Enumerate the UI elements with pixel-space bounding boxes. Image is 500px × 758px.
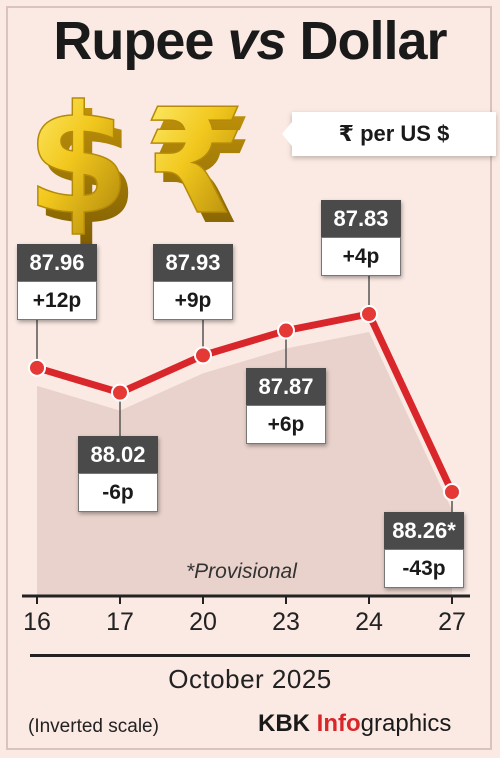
source-credit: KBK Infographics (258, 710, 451, 738)
data-label-change: +6p (246, 405, 326, 444)
title-part-dollar: Dollar (285, 11, 448, 71)
credit-part-graphics: graphics (360, 710, 452, 737)
data-label-change: -6p (78, 473, 158, 512)
data-label-box: 87.93 +9p (153, 244, 233, 320)
x-tick-label: 20 (189, 608, 217, 636)
x-tick-label: 24 (355, 608, 383, 636)
data-point (277, 321, 295, 340)
title-part-vs: vs (227, 11, 286, 71)
data-label-box: 87.83 +4p (321, 200, 401, 276)
x-tick-label: 17 (106, 608, 134, 636)
data-label-value: 88.02 (78, 436, 158, 473)
data-label-value: 88.26* (384, 512, 464, 549)
x-axis-title: October 2025 (168, 664, 332, 694)
data-label-change: +12p (17, 281, 97, 320)
inverted-scale-note: (Inverted scale) (28, 716, 159, 737)
svg-text:₹: ₹ (144, 78, 245, 247)
data-label-value: 87.87 (246, 368, 326, 405)
data-point (28, 358, 46, 377)
svg-text:$: $ (34, 84, 138, 258)
unit-label: ₹ per US $ (282, 112, 496, 156)
x-tick-label: 16 (23, 608, 51, 636)
data-label-box: 88.02 -6p (78, 436, 158, 512)
x-tick-label: 27 (438, 608, 466, 636)
data-label-box: 87.87 +6p (246, 368, 326, 444)
credit-part-info: Info (316, 710, 361, 737)
data-label-value: 87.96 (17, 244, 97, 281)
dollar-sign-3d-icon: $ $ (25, 73, 138, 258)
plot-area: 16 17 20 23 24 27 (22, 276, 470, 636)
data-label-change: -43p (384, 549, 464, 588)
chart-title: Rupee vs Dollar (0, 10, 500, 72)
data-label-change: +4p (321, 237, 401, 276)
provisional-note: *Provisional (186, 560, 297, 583)
credit-part-kbk: KBK (258, 710, 317, 737)
series-line (33, 310, 456, 496)
data-label-value: 87.93 (153, 244, 233, 281)
data-label-change: +9p (153, 281, 233, 320)
svg-text:₹: ₹ (152, 88, 253, 257)
data-point (111, 383, 129, 402)
month-underline (30, 654, 470, 657)
unit-label-text: ₹ per US $ (338, 121, 450, 146)
data-point (360, 305, 378, 323)
svg-text:$: $ (26, 74, 130, 248)
x-tick-label: 23 (272, 608, 300, 636)
chart-frame (6, 6, 492, 750)
data-label-box: 87.96 +12p (17, 244, 97, 320)
data-label-value: 87.83 (321, 200, 401, 237)
data-point (443, 483, 461, 501)
title-part-rupee: Rupee (53, 11, 228, 71)
rupee-sign-3d-icon: ₹ ₹ (143, 77, 253, 257)
data-point (194, 346, 212, 365)
data-label-box: 88.26* -43p (384, 512, 464, 588)
area-shading (37, 332, 452, 596)
